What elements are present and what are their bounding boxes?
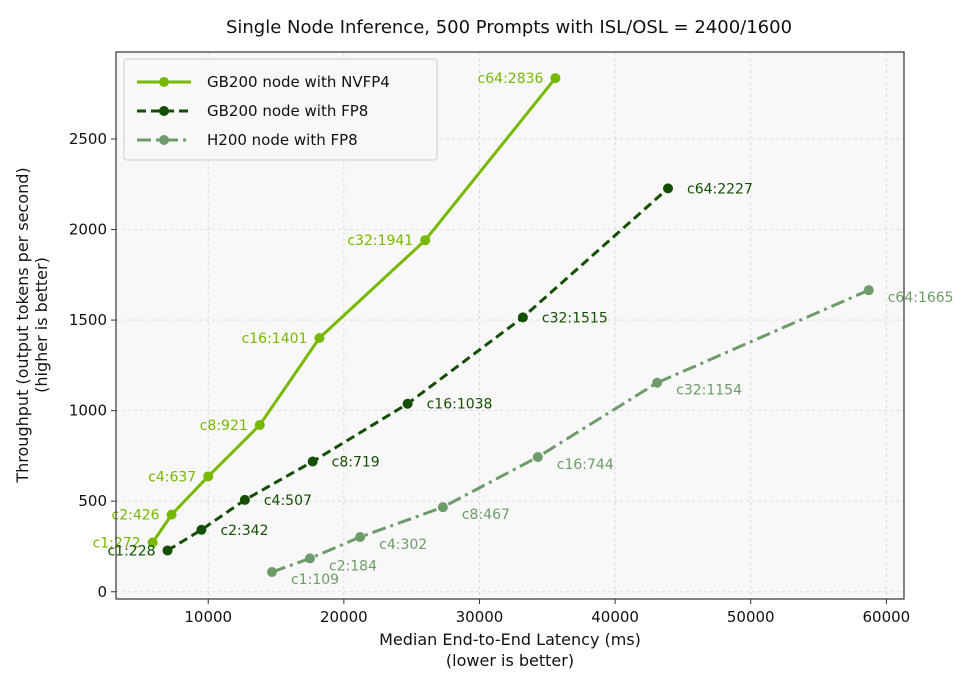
y-axis-sublabel: (higher is better) — [32, 257, 51, 393]
data-point — [239, 494, 250, 505]
data-point — [314, 332, 325, 343]
axis-ticks: 10000 20000 30000 40000 50000 60000 0 500 1000 15… — [69, 130, 910, 626]
data-label: c1:228 — [107, 543, 155, 559]
data-label: c16:744 — [557, 457, 614, 473]
data-label: c8:921 — [200, 418, 248, 434]
data-label: c64:2227 — [687, 181, 753, 197]
chart-title: Single Node Inference, 500 Prompts with … — [226, 17, 792, 38]
data-point — [437, 502, 448, 513]
data-label: c64:1665 — [888, 290, 954, 306]
legend-label: GB200 node with FP8 — [207, 102, 368, 120]
series-1: c1:272c2:426c4:637c8:921c16:1401c32:1941… — [93, 71, 561, 551]
legend-box — [123, 58, 438, 161]
data-label: c2:426 — [112, 508, 160, 524]
data-label: c8:719 — [332, 455, 380, 471]
data-label: c32:1154 — [676, 383, 742, 399]
data-label: c16:1401 — [242, 331, 308, 347]
x-tick-label: 30000 — [456, 608, 504, 626]
data-label: c4:637 — [148, 469, 196, 485]
data-label: c2:342 — [220, 523, 268, 539]
data-label: c1:109 — [291, 572, 339, 588]
data-point — [663, 183, 674, 194]
data-point — [166, 509, 177, 520]
x-axis-label: Median End-to-End Latency (ms) — [379, 630, 641, 649]
data-point — [420, 235, 431, 246]
data-label: c8:467 — [462, 507, 510, 523]
y-tick-label: 1500 — [69, 311, 107, 329]
y-axis-label: Throughput (output tokens per second) — [13, 167, 32, 483]
series-layer: c1:272c2:426c4:637c8:921c16:1401c32:1941… — [93, 71, 954, 588]
x-tick-label: 20000 — [320, 608, 368, 626]
data-label: c64:2836 — [478, 71, 544, 87]
data-point — [203, 471, 214, 482]
x-tick-label: 10000 — [184, 608, 232, 626]
data-point — [355, 532, 366, 543]
y-tick-label: 500 — [78, 492, 107, 510]
data-point — [517, 312, 528, 323]
legend-label: H200 node with FP8 — [207, 131, 358, 149]
data-label: c16:1038 — [427, 397, 493, 413]
y-tick-label: 0 — [97, 583, 107, 601]
series-2: c1:228 c2:342 c4:507 c8:719 c16:1038 c32:1515… — [107, 181, 752, 559]
data-point — [863, 285, 874, 296]
y-tick-label: 2500 — [69, 130, 107, 148]
y-tick-label: 1000 — [69, 402, 107, 420]
data-point — [266, 567, 277, 578]
data-label: c2:184 — [329, 558, 377, 574]
x-tick-label: 50000 — [727, 608, 775, 626]
data-point — [254, 419, 265, 430]
data-point — [550, 73, 561, 84]
legend: GB200 node with NVFP4 GB200 node with FP8… — [123, 58, 438, 161]
data-point — [532, 451, 543, 462]
data-point — [147, 537, 158, 548]
plot-frame — [115, 51, 905, 600]
data-point — [162, 545, 173, 556]
data-point — [652, 377, 663, 388]
data-label: c4:507 — [264, 493, 312, 509]
data-point — [196, 524, 207, 535]
legend-marker — [159, 106, 169, 116]
x-tick-label: 60000 — [863, 608, 911, 626]
data-point — [402, 398, 413, 409]
legend-marker — [159, 77, 169, 87]
data-label: c4:302 — [379, 537, 427, 553]
data-label: c32:1941 — [347, 233, 413, 249]
data-label: c32:1515 — [542, 310, 608, 326]
x-axis-sublabel: (lower is better) — [446, 651, 574, 670]
legend-marker — [159, 135, 169, 145]
x-tick-label: 40000 — [591, 608, 639, 626]
data-point — [304, 553, 315, 564]
y-tick-label: 2000 — [69, 221, 107, 239]
legend-label: GB200 node with NVFP4 — [207, 73, 390, 91]
data-point — [307, 456, 318, 467]
